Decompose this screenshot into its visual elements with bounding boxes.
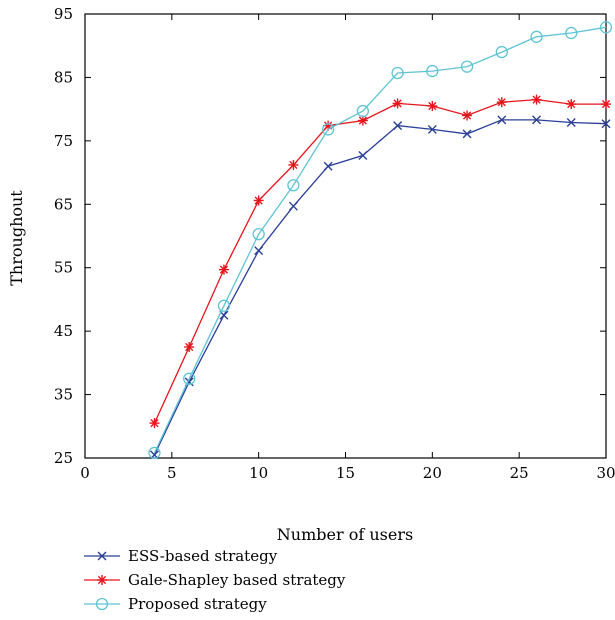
data-point (321, 123, 335, 136)
data-point (565, 26, 578, 40)
data-point (357, 115, 368, 126)
data-point (252, 227, 265, 241)
data-point (95, 597, 109, 611)
data-point (496, 97, 507, 108)
plot-border (84, 13, 607, 459)
series-2 (148, 21, 613, 460)
legend-item: Proposed strategy (84, 595, 267, 613)
data-point (427, 100, 438, 111)
y-tick-label: 85 (54, 68, 73, 86)
data-point (218, 264, 229, 275)
data-point (358, 150, 368, 160)
data-point (601, 99, 611, 110)
series-line (153, 98, 606, 424)
data-point (184, 342, 195, 352)
data-point (253, 195, 264, 206)
data-point (530, 30, 543, 43)
data-point (566, 117, 576, 127)
y-tick-label: 25 (54, 449, 73, 467)
legend-item: ESS-based strategy (84, 547, 278, 565)
y-tick-label: 55 (54, 259, 73, 277)
x-tick-label: 30 (596, 464, 615, 482)
data-point (254, 246, 264, 256)
data-point (427, 124, 437, 134)
data-point (217, 299, 231, 312)
y-tick-label: 95 (54, 5, 73, 23)
x-tick-label: 10 (249, 464, 268, 482)
data-point (149, 418, 160, 429)
series-line (153, 26, 607, 454)
data-point (288, 201, 298, 211)
data-point (97, 575, 107, 585)
legend-label: Gale-Shapley based strategy (128, 571, 346, 589)
legend: ESS-based strategy Gale-Shapley based str… (84, 547, 346, 613)
plot-area (84, 13, 607, 459)
data-point (462, 110, 473, 121)
y-axis-title: Throughout (7, 190, 26, 286)
data-point (531, 94, 542, 105)
y-tick-label: 35 (54, 386, 73, 404)
data-point (532, 115, 542, 125)
x-axis: 0 5 10 15 20 25 30 (80, 14, 615, 482)
series-1 (149, 94, 611, 429)
x-tick-label: 0 (80, 464, 90, 482)
data-point (601, 119, 611, 129)
x-axis-title: Number of users (277, 525, 413, 544)
data-point (599, 21, 613, 34)
series-layer (148, 21, 613, 460)
y-tick-label: 65 (54, 195, 73, 213)
legend-label: Proposed strategy (128, 595, 267, 613)
data-point (566, 99, 577, 110)
x-tick-label: 5 (167, 464, 177, 482)
x-tick-label: 20 (423, 464, 442, 482)
data-point (497, 115, 507, 125)
data-point (462, 129, 472, 139)
legend-item: Gale-Shapley based strategy (84, 571, 346, 589)
x-tick-label: 15 (336, 464, 355, 482)
y-axis: 25 35 45 55 65 75 85 95 (54, 5, 606, 467)
data-point (97, 551, 107, 561)
legend-label: ESS-based strategy (128, 547, 278, 565)
series-0 (149, 115, 611, 460)
series-line (153, 119, 607, 456)
data-point (393, 121, 403, 131)
data-point (391, 66, 404, 80)
x-tick-label: 25 (510, 464, 529, 482)
y-tick-label: 45 (54, 322, 73, 340)
y-tick-label: 75 (54, 132, 73, 150)
data-point (288, 159, 299, 170)
data-point (356, 104, 370, 118)
data-point (460, 60, 474, 73)
data-point (323, 161, 333, 171)
data-point (183, 372, 196, 385)
data-point (495, 45, 508, 59)
data-point (148, 446, 161, 460)
data-point (287, 179, 300, 192)
data-point (392, 98, 403, 109)
data-point (426, 64, 439, 78)
